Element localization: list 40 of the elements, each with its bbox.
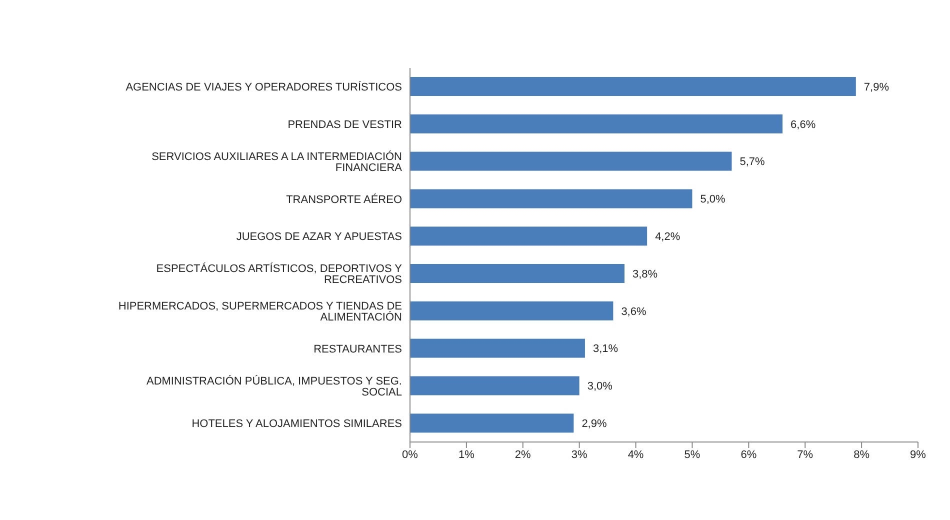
x-tick-label: 4% xyxy=(628,448,644,461)
data-label: 2,9% xyxy=(582,418,607,430)
bar xyxy=(410,189,692,208)
x-tick-label: 6% xyxy=(740,448,757,461)
y-tick-label: ADMINISTRACIÓN PÚBLICA, IMPUESTOS Y SEG. SOCIAL xyxy=(146,374,402,398)
bar xyxy=(410,152,732,171)
data-label: 4,2% xyxy=(655,231,680,244)
data-label: 3,0% xyxy=(587,380,613,393)
bar xyxy=(410,264,624,283)
bar xyxy=(410,338,585,358)
y-tick-label: PRENDAS DE VESTIR xyxy=(288,119,402,132)
x-tick-label: 3% xyxy=(571,448,588,461)
bar xyxy=(410,77,856,96)
bar xyxy=(410,301,614,320)
x-tick-label: 2% xyxy=(514,448,532,461)
x-tick-label: 7% xyxy=(797,448,814,461)
y-tick-label: RESTAURANTES xyxy=(314,343,402,356)
bar xyxy=(410,226,648,246)
bar xyxy=(410,376,580,396)
bar xyxy=(410,114,783,134)
y-tick-label: JUEGOS DE AZAR Y APUESTAS xyxy=(236,231,402,244)
y-tick-label: HOTELES Y ALOJAMIENTOS SIMILARES xyxy=(192,418,402,430)
y-tick-label: HIPERMERCADOS, SUPERMERCADOS Y TIENDAS DE ALIMENTACIÓN xyxy=(118,300,402,324)
y-tick-label: AGENCIAS DE VIAJES Y OPERADORES TURÍSTICOS xyxy=(126,80,402,94)
x-tick-label: 0% xyxy=(402,448,418,461)
y-tick-label: TRANSPORTE AÉREO xyxy=(286,192,402,206)
data-label: 3,6% xyxy=(621,306,646,318)
data-label: 5,0% xyxy=(700,194,726,206)
data-label: 7,9% xyxy=(864,81,890,94)
x-tick-label: 8% xyxy=(854,448,870,461)
x-tick-label: 1% xyxy=(458,448,475,461)
data-label: 3,1% xyxy=(592,343,618,356)
data-label: 3,8% xyxy=(632,268,658,280)
y-tick-label: SERVICIOS AUXILIARES A LA INTERMEDIACIÓN FINANCIERA xyxy=(152,150,403,174)
y-tick-label: ESPECTÁCULOS ARTÍSTICOS, DEPORTIVOS Y RECREATIVOS xyxy=(156,262,403,286)
bar xyxy=(410,414,574,433)
x-tick-label: 9% xyxy=(910,448,926,461)
data-label: 6,6% xyxy=(790,118,816,131)
data-label: 5,7% xyxy=(740,156,766,168)
x-tick-label: 5% xyxy=(684,448,700,461)
